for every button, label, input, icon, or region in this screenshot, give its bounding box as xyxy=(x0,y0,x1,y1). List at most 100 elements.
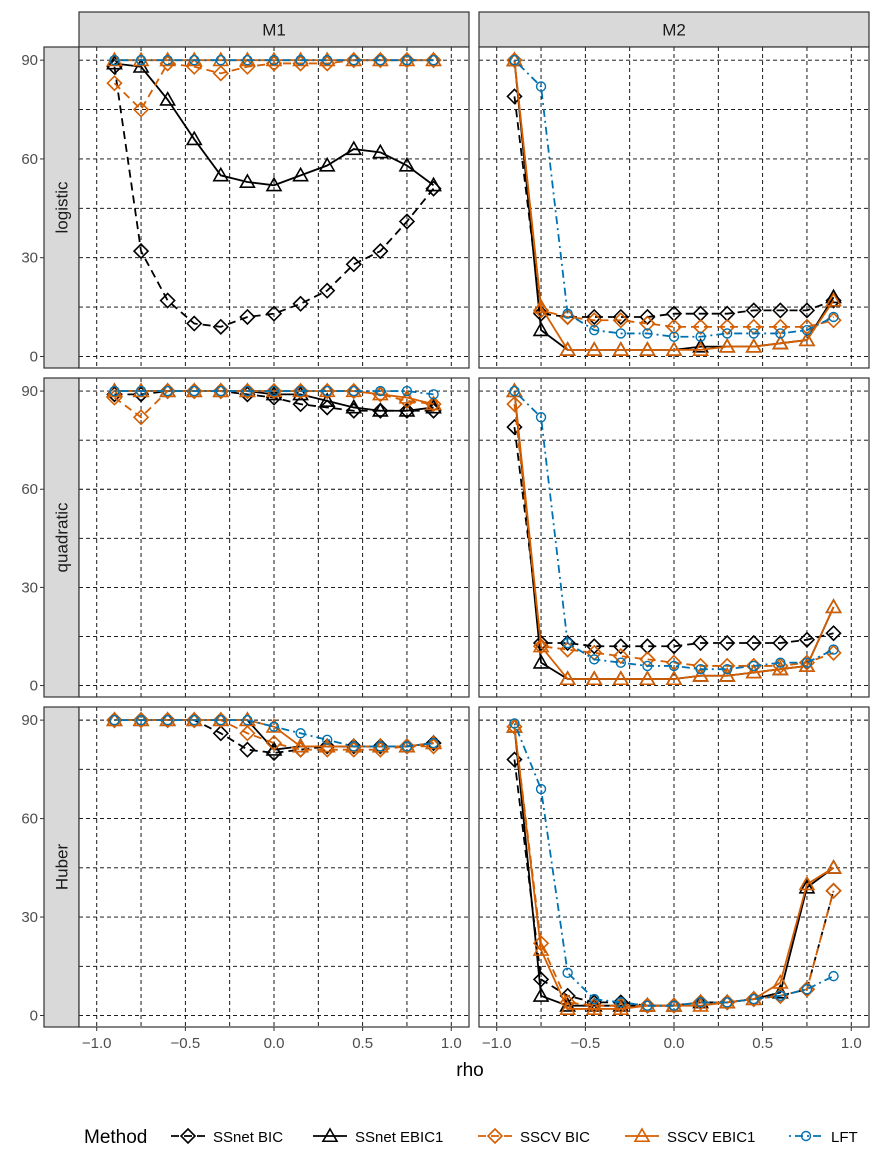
point-marker xyxy=(559,634,576,652)
point-marker xyxy=(585,670,603,686)
point-marker xyxy=(798,331,816,347)
point-marker xyxy=(321,54,333,66)
point-marker xyxy=(242,714,253,726)
point-marker xyxy=(665,997,683,1014)
point-marker xyxy=(589,654,600,665)
point-marker xyxy=(106,382,123,398)
point-marker xyxy=(825,625,842,642)
point-marker xyxy=(159,711,176,729)
point-marker xyxy=(401,741,413,752)
point-marker xyxy=(292,737,309,753)
point-marker xyxy=(772,302,789,319)
point-marker xyxy=(642,328,653,339)
point-marker xyxy=(692,994,709,1011)
point-marker xyxy=(798,631,816,648)
series-line-lft xyxy=(114,390,434,396)
point-marker xyxy=(162,54,173,66)
point-marker xyxy=(345,382,362,400)
point-marker xyxy=(292,295,309,312)
column-strip-label: M1 xyxy=(262,21,286,40)
point-marker xyxy=(695,331,706,342)
point-marker xyxy=(748,993,759,1005)
panel-logistic-M2 xyxy=(478,46,870,369)
point-marker xyxy=(159,91,177,106)
point-marker xyxy=(428,737,439,749)
point-marker xyxy=(321,734,333,746)
point-marker xyxy=(189,714,200,726)
point-marker xyxy=(212,166,230,182)
point-marker xyxy=(425,52,442,69)
y-tick-label: 90 xyxy=(21,52,38,69)
point-marker xyxy=(692,667,709,682)
point-marker xyxy=(692,634,709,652)
point-marker xyxy=(612,638,629,655)
point-marker xyxy=(532,654,550,669)
point-marker xyxy=(135,714,147,726)
point-marker xyxy=(348,54,359,66)
point-marker xyxy=(401,54,413,66)
point-marker xyxy=(372,242,389,260)
point-marker xyxy=(721,997,733,1008)
point-marker xyxy=(425,734,442,750)
point-marker xyxy=(319,399,336,416)
point-marker xyxy=(585,1000,603,1015)
point-marker xyxy=(348,741,359,752)
series-line-sscv-bic xyxy=(513,60,834,328)
point-marker xyxy=(186,58,203,75)
point-marker xyxy=(239,382,256,400)
point-marker xyxy=(268,54,280,66)
point-marker xyxy=(239,741,256,758)
point-marker xyxy=(345,398,363,414)
legend-key-marker xyxy=(486,1127,504,1145)
point-marker xyxy=(106,711,123,727)
point-marker xyxy=(801,657,813,668)
point-marker xyxy=(506,382,523,398)
point-marker xyxy=(665,638,683,655)
axes-layer: 0 30 60 90 0 30 60 90 0 30 60 90 −1.0 −0.5 0.0 0.5 1.0 −1… xyxy=(21,52,861,1052)
y-tick-label: 0 xyxy=(30,348,38,365)
row-strip xyxy=(43,706,80,1028)
point-marker xyxy=(532,638,550,655)
series-line-lft xyxy=(513,723,834,1007)
point-marker xyxy=(612,670,630,686)
point-marker xyxy=(159,382,176,400)
point-marker xyxy=(532,971,550,988)
point-marker xyxy=(292,382,309,400)
point-marker xyxy=(771,660,789,676)
point-marker xyxy=(509,718,520,729)
series-line-sscv-ebic1 xyxy=(114,390,434,406)
panel-logistic-M1 xyxy=(78,46,470,369)
point-marker xyxy=(532,305,550,322)
point-marker xyxy=(162,385,173,397)
point-marker xyxy=(559,341,577,356)
point-marker xyxy=(825,288,842,304)
legend: Method SSnet BIC SSnet EBIC1 SSCV BIC SSCV E… xyxy=(84,1127,858,1148)
point-marker xyxy=(771,974,789,989)
point-marker xyxy=(532,637,550,653)
point-marker xyxy=(828,970,839,982)
point-marker xyxy=(532,941,550,956)
legend-label: SSCV EBIC1 xyxy=(667,1129,755,1146)
x-tick-label: 0.5 xyxy=(752,1035,773,1052)
legend-label: LFT xyxy=(831,1129,858,1146)
point-marker xyxy=(321,385,333,397)
point-marker xyxy=(615,997,627,1008)
legend-key-marker xyxy=(179,1127,197,1145)
point-marker xyxy=(775,657,786,668)
panel-Huber-M1 xyxy=(78,706,470,1028)
panel-border xyxy=(78,377,470,698)
point-marker xyxy=(692,318,709,335)
point-marker xyxy=(215,714,227,726)
series-line-lft xyxy=(513,390,834,671)
point-marker xyxy=(398,52,416,69)
point-marker xyxy=(425,734,442,752)
y-tick-label: 0 xyxy=(30,678,38,695)
panel-quadratic-M2 xyxy=(478,377,870,698)
point-marker xyxy=(162,714,173,726)
point-marker xyxy=(371,402,389,417)
x-tick-label: 0.5 xyxy=(352,1035,373,1052)
point-marker xyxy=(509,385,520,397)
point-marker xyxy=(586,312,603,329)
legend-label: SSCV BIC xyxy=(520,1129,590,1146)
row-strip-label: quadratic xyxy=(53,502,72,572)
